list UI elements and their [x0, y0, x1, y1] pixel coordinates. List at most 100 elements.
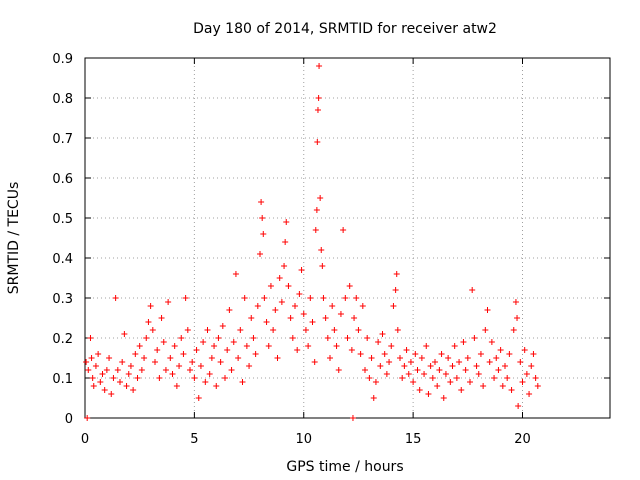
data-point-marker [493, 355, 500, 361]
data-point-marker [112, 295, 119, 301]
data-point-marker [309, 319, 316, 325]
data-point-marker [178, 335, 185, 341]
data-point-marker [315, 95, 322, 101]
data-point-marker [314, 139, 321, 145]
y-tick-label: 0.8 [52, 92, 73, 107]
data-point-marker [370, 395, 377, 401]
data-point-marker [368, 355, 375, 361]
data-point-marker [344, 335, 351, 341]
data-point-marker [108, 391, 115, 397]
y-tick-label: 0.9 [52, 52, 73, 67]
data-point-marker [377, 363, 384, 369]
data-point-marker [224, 347, 231, 353]
data-point-marker [145, 319, 152, 325]
data-point-marker [101, 387, 108, 393]
data-point-marker [235, 355, 242, 361]
y-tick-labels: 0 0.1 0.2 0.3 0.4 0.5 0.6 0.7 0.8 0.9 [52, 52, 73, 427]
data-point-marker [364, 335, 371, 341]
data-point-marker [403, 347, 410, 353]
data-point-marker [495, 367, 502, 373]
data-point-marker [329, 303, 336, 309]
data-point-marker [337, 311, 344, 317]
data-point-marker [289, 335, 296, 341]
data-point-marker [418, 355, 425, 361]
data-point-marker [147, 303, 154, 309]
data-point-marker [482, 327, 489, 333]
data-point-marker [83, 359, 90, 365]
data-point-marker [434, 383, 441, 389]
data-point-marker [412, 351, 419, 357]
y-tick-label: 0 [65, 412, 73, 427]
data-point-marker [260, 231, 267, 237]
data-point-marker [154, 347, 161, 353]
data-point-marker [294, 347, 301, 353]
data-point-marker [215, 335, 222, 341]
data-point-marker [92, 363, 99, 369]
data-point-marker [517, 359, 524, 365]
data-point-marker [383, 371, 390, 377]
data-point-marker [202, 379, 209, 385]
data-point-marker [355, 327, 362, 333]
data-point-marker [394, 327, 401, 333]
data-point-marker [252, 351, 259, 357]
data-point-marker [274, 355, 281, 361]
data-point-marker [246, 363, 253, 369]
data-point-marker [121, 331, 128, 337]
data-point-marker [248, 315, 255, 321]
data-point-marker [241, 295, 248, 301]
x-tick-label: 0 [81, 432, 89, 447]
data-point-marker [414, 367, 421, 373]
data-point-marker [333, 343, 340, 349]
data-point-marker [85, 367, 92, 373]
data-point-marker [375, 339, 382, 345]
data-point-marker [88, 355, 95, 361]
data-point-marker [261, 295, 268, 301]
data-point-marker [307, 295, 314, 301]
data-point-marker [456, 359, 463, 365]
data-point-marker [506, 351, 513, 357]
data-point-marker [182, 295, 189, 301]
data-point-marker [353, 295, 360, 301]
data-point-marker [502, 363, 508, 369]
x-tick-label: 20 [514, 432, 531, 447]
data-point-marker [237, 327, 244, 333]
data-point-marker [532, 375, 539, 381]
data-point-marker [180, 351, 187, 357]
data-point-marker [471, 335, 478, 341]
data-point-marker [464, 355, 471, 361]
data-point-marker [346, 283, 353, 289]
data-point-marker [173, 383, 180, 389]
data-point-marker [512, 299, 519, 305]
data-point-marker [312, 227, 319, 233]
data-point-marker [132, 351, 139, 357]
data-point-marker [366, 375, 373, 381]
data-point-marker [141, 355, 148, 361]
data-point-marker [197, 363, 204, 369]
data-point-marker [162, 367, 169, 373]
data-point-marker [152, 359, 158, 365]
data-point-marker [208, 355, 215, 361]
data-point-marker [176, 363, 183, 369]
data-point-marker [265, 343, 272, 349]
data-point-marker [259, 215, 266, 221]
data-point-marker [484, 307, 491, 313]
data-point-marker [117, 379, 123, 385]
data-point-marker [438, 351, 445, 357]
data-point-marker [287, 315, 294, 321]
data-point-marker [447, 379, 454, 385]
data-point-marker [467, 379, 473, 385]
data-point-marker [213, 383, 220, 389]
data-point-marker [302, 327, 309, 333]
data-point-marker [114, 367, 121, 373]
axis-ticks [84, 57, 610, 419]
data-point-marker [232, 271, 239, 277]
data-point-marker [359, 303, 366, 309]
data-point-marker [534, 383, 541, 389]
data-point-marker [193, 347, 200, 353]
data-point-marker [123, 383, 130, 389]
chart-title: Day 180 of 2014, SRMTID for receiver atw… [193, 21, 497, 37]
data-point-marker [372, 379, 379, 385]
x-tick-label: 15 [405, 432, 422, 447]
data-point-marker [149, 327, 156, 333]
